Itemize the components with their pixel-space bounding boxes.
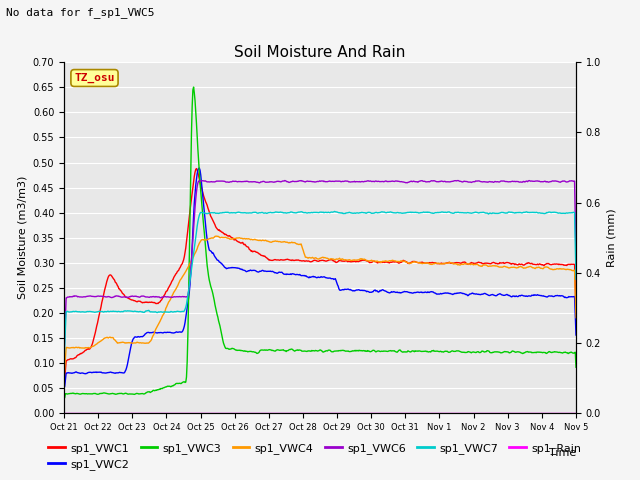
Y-axis label: Soil Moisture (m3/m3): Soil Moisture (m3/m3) (17, 176, 27, 300)
Y-axis label: Rain (mm): Rain (mm) (607, 208, 617, 267)
Legend: sp1_VWC1, sp1_VWC2, sp1_VWC3, sp1_VWC4, sp1_VWC6, sp1_VWC7, sp1_Rain: sp1_VWC1, sp1_VWC2, sp1_VWC3, sp1_VWC4, … (44, 438, 586, 474)
Text: TZ_osu: TZ_osu (74, 73, 115, 83)
Text: No data for f_sp1_VWC5: No data for f_sp1_VWC5 (6, 7, 155, 18)
Text: Time: Time (548, 448, 576, 458)
Title: Soil Moisture And Rain: Soil Moisture And Rain (234, 45, 406, 60)
